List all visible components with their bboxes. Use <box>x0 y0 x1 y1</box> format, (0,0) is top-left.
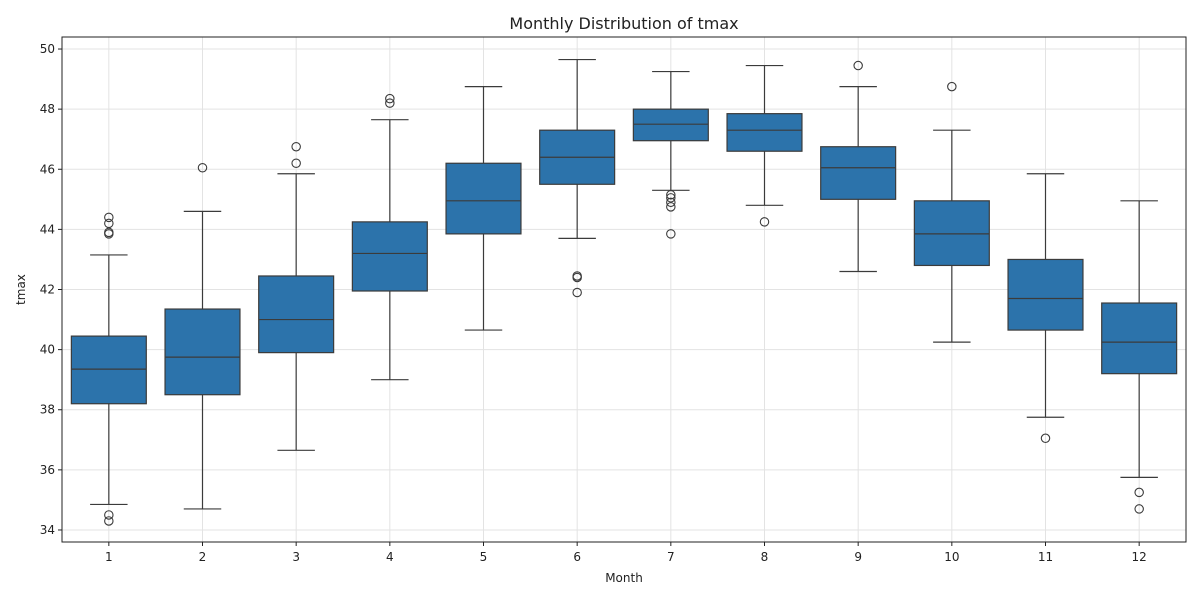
y-tick-label: 40 <box>40 343 55 357</box>
outlier-point <box>666 229 676 239</box>
iqr-box <box>445 162 522 235</box>
outlier-point <box>104 516 114 526</box>
x-tick-label: 11 <box>1038 550 1053 564</box>
iqr-box <box>70 335 147 405</box>
outlier-point <box>104 229 114 239</box>
iqr-box <box>632 108 709 142</box>
y-tick-label: 36 <box>40 463 55 477</box>
x-tick-label: 6 <box>573 550 581 564</box>
outlier-point <box>104 218 114 229</box>
x-tick-label: 3 <box>292 550 300 564</box>
box-month-6 <box>539 58 616 298</box>
outlier-point <box>104 212 114 223</box>
outlier-point <box>197 163 208 173</box>
plot-frame <box>61 36 1187 543</box>
chart-title: Monthly Distribution of tmax <box>509 14 738 33</box>
box-month-2 <box>164 163 241 510</box>
iqr-box <box>820 146 897 200</box>
x-tick-label: 8 <box>761 550 769 564</box>
y-tick-label: 44 <box>40 222 55 236</box>
iqr-box <box>913 200 990 267</box>
x-tick-label: 12 <box>1132 550 1147 564</box>
y-tick-label: 48 <box>40 102 55 116</box>
y-tick-label: 46 <box>40 162 55 176</box>
box-month-9 <box>820 60 897 273</box>
x-tick-label: 2 <box>199 550 207 564</box>
outlier-point <box>1134 504 1144 514</box>
y-tick-label: 38 <box>40 403 55 417</box>
x-tick-label: 5 <box>480 550 488 564</box>
box-month-12 <box>1101 200 1178 514</box>
outlier-point <box>947 81 957 92</box>
outlier-point <box>291 141 301 152</box>
outlier-point <box>104 510 114 520</box>
outlier-point <box>1134 487 1144 498</box>
outlier-point <box>572 287 582 298</box>
y-axis-title: tmax <box>14 274 28 305</box>
x-tick-label: 7 <box>667 550 675 564</box>
box-month-11 <box>1007 173 1084 444</box>
iqr-box <box>164 308 241 396</box>
box-month-5 <box>445 85 522 331</box>
iqr-box <box>726 113 803 152</box>
outlier-point <box>1040 433 1051 444</box>
outlier-point <box>666 193 676 203</box>
outlier-point <box>853 60 863 71</box>
outlier-point <box>385 98 395 108</box>
y-tick-label: 42 <box>40 283 55 297</box>
outlier-point <box>759 217 770 227</box>
box-month-7 <box>632 70 709 239</box>
box-month-4 <box>351 93 428 381</box>
x-tick-label: 9 <box>854 550 862 564</box>
box-month-10 <box>913 81 990 343</box>
iqr-box <box>258 275 335 354</box>
box-month-3 <box>258 141 335 451</box>
outlier-point <box>291 158 301 169</box>
outlier-point <box>666 202 676 212</box>
x-axis-title: Month <box>605 571 643 585</box>
iqr-box <box>351 221 428 292</box>
box-month-1 <box>70 212 147 526</box>
box-month-8 <box>726 64 803 227</box>
x-tick-label: 1 <box>105 550 113 564</box>
outlier-point <box>572 272 582 283</box>
boxes <box>70 58 1178 526</box>
x-tick-label: 4 <box>386 550 394 564</box>
x-tick-label: 10 <box>944 550 959 564</box>
outlier-point <box>666 190 676 200</box>
y-tick-label: 50 <box>40 42 55 56</box>
iqr-box <box>1007 258 1084 331</box>
y-tick-label: 34 <box>40 523 55 537</box>
iqr-box <box>1101 302 1178 375</box>
outlier-point <box>666 197 676 208</box>
outlier-point <box>385 93 395 104</box>
